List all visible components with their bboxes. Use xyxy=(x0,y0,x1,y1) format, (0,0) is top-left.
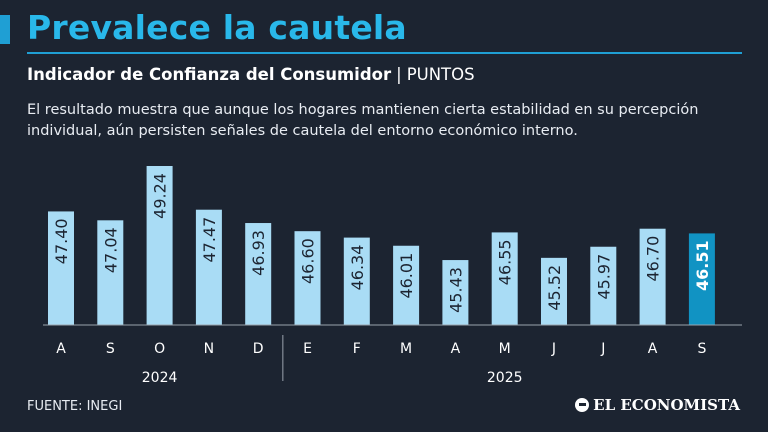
bar xyxy=(343,237,370,325)
data-label: 46.55 xyxy=(496,239,515,285)
x-tick-label: J xyxy=(600,341,605,357)
bar xyxy=(393,245,420,325)
x-tick-label: M xyxy=(400,341,412,357)
bar xyxy=(541,257,567,325)
bar xyxy=(294,231,321,325)
data-label: 46.01 xyxy=(397,253,416,299)
data-label: 46.93 xyxy=(249,230,268,276)
data-label: 45.97 xyxy=(594,254,613,300)
data-label: 47.40 xyxy=(52,218,71,264)
x-tick-label: S xyxy=(106,341,115,357)
x-tick-label: N xyxy=(204,341,214,357)
bar-highlight xyxy=(688,233,715,325)
data-label: 45.52 xyxy=(545,265,564,311)
x-tick-label: M xyxy=(499,341,511,357)
subtitle-unit: PUNTOS xyxy=(406,65,475,84)
accent-bar xyxy=(0,15,10,44)
brand-name: EL ECONOMISTA xyxy=(593,396,740,414)
bar xyxy=(442,260,469,325)
x-tick-label: O xyxy=(154,341,165,357)
bar xyxy=(195,209,222,325)
headline-divider xyxy=(27,52,742,54)
bar xyxy=(491,232,518,325)
subtitle-indicator: Indicador de Confianza del Consumidor xyxy=(27,65,392,84)
data-label: 47.04 xyxy=(101,227,120,273)
brand-logo: EL ECONOMISTA xyxy=(575,396,740,414)
data-label: 45.43 xyxy=(446,267,465,313)
brand-icon xyxy=(575,398,590,412)
year-label: 2025 xyxy=(487,370,523,386)
description-text: El resultado muestra que aunque los hoga… xyxy=(27,102,699,139)
data-label: 49.24 xyxy=(151,173,170,219)
bar xyxy=(97,220,124,325)
year-label: 2024 xyxy=(142,370,178,386)
bar xyxy=(146,166,173,325)
x-tick-label: A xyxy=(648,341,658,357)
data-label: 46.51 xyxy=(693,240,712,291)
data-label: 47.47 xyxy=(200,217,219,263)
bar xyxy=(639,228,666,325)
x-tick-label: A xyxy=(56,341,66,357)
x-tick-label: S xyxy=(697,341,706,357)
data-label: 46.60 xyxy=(299,238,318,284)
data-label: 46.34 xyxy=(348,245,367,291)
source-note: FUENTE: INEGI xyxy=(27,399,123,414)
bar xyxy=(590,246,617,325)
data-label: 46.70 xyxy=(644,236,663,282)
x-tick-label: E xyxy=(303,341,312,357)
headline: Prevalece la cautela xyxy=(27,8,407,47)
x-tick-label: J xyxy=(551,341,556,357)
x-tick-label: D xyxy=(253,341,264,357)
chart-subtitle: Indicador de Confianza del Consumidor | PU… xyxy=(27,65,475,84)
x-tick-label: A xyxy=(451,341,461,357)
bar xyxy=(48,211,74,325)
bar xyxy=(245,223,272,325)
x-tick-label: F xyxy=(353,341,361,357)
subtitle-separator: | xyxy=(396,65,402,84)
